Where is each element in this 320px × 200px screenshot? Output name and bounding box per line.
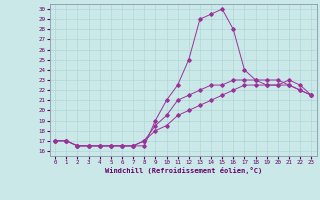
X-axis label: Windchill (Refroidissement éolien,°C): Windchill (Refroidissement éolien,°C) <box>105 167 262 174</box>
